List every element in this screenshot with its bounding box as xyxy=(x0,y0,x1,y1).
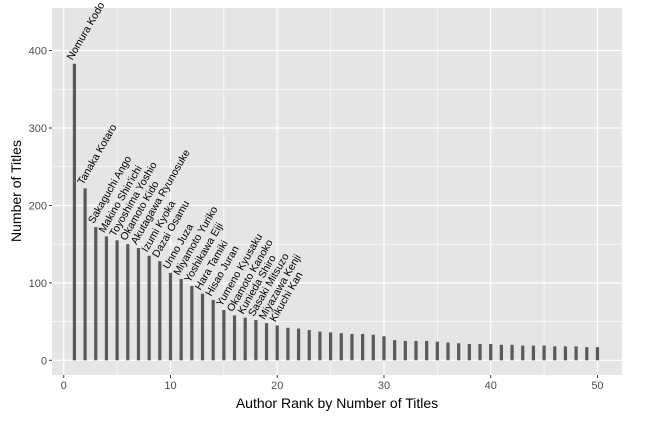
bar xyxy=(510,344,514,361)
bar xyxy=(275,325,279,361)
bar xyxy=(286,327,290,361)
bar xyxy=(190,285,194,361)
bar xyxy=(232,315,237,361)
bar xyxy=(168,272,173,361)
bar xyxy=(595,347,600,361)
bar xyxy=(179,278,183,361)
bar xyxy=(382,336,386,361)
y-tick-label: 0 xyxy=(41,355,47,367)
bar xyxy=(393,340,397,361)
bar xyxy=(446,342,450,361)
bar xyxy=(307,330,311,361)
bar xyxy=(211,299,215,361)
bar xyxy=(136,248,141,361)
bar xyxy=(553,346,557,361)
bar xyxy=(574,346,578,361)
x-tick-label: 30 xyxy=(378,380,390,392)
bar xyxy=(264,323,269,361)
x-tick-label: 20 xyxy=(271,380,283,392)
y-axis-title: Number of Titles xyxy=(8,140,24,242)
x-axis: 0 10 20 30 40 50 xyxy=(61,375,604,392)
y-axis: 0 100 200 300 400 xyxy=(29,46,52,367)
bar xyxy=(318,331,322,361)
x-tick-label: 50 xyxy=(591,380,603,392)
bar xyxy=(403,340,407,361)
y-tick-label: 400 xyxy=(29,46,47,58)
bar xyxy=(339,333,343,361)
bar xyxy=(147,255,151,361)
bar xyxy=(457,343,461,361)
bar xyxy=(585,347,589,361)
bars xyxy=(72,63,600,361)
y-tick-label: 100 xyxy=(29,278,47,290)
bar xyxy=(296,328,301,361)
bar xyxy=(467,344,471,361)
bar xyxy=(499,344,503,361)
bar xyxy=(531,345,536,361)
bar xyxy=(478,344,482,361)
x-tick-label: 40 xyxy=(485,380,497,392)
bar xyxy=(425,340,429,361)
bar xyxy=(361,333,365,361)
x-tick-label: 10 xyxy=(164,380,176,392)
bar xyxy=(254,320,258,361)
bar xyxy=(83,188,87,361)
bar xyxy=(435,341,439,361)
bar xyxy=(94,227,98,361)
plot-panel xyxy=(52,8,622,375)
bar xyxy=(521,345,525,361)
bar xyxy=(414,340,418,361)
bar xyxy=(563,346,568,361)
bar xyxy=(222,309,226,361)
bar xyxy=(371,334,375,361)
x-axis-title: Author Rank by Number of Titles xyxy=(236,395,438,411)
bar xyxy=(200,293,205,361)
bar xyxy=(243,317,247,361)
y-tick-label: 200 xyxy=(29,200,47,212)
bar xyxy=(126,244,130,361)
bar xyxy=(104,236,109,361)
bar xyxy=(489,344,493,361)
bar xyxy=(542,345,546,361)
bar xyxy=(328,332,333,361)
y-tick-label: 300 xyxy=(29,123,47,135)
x-tick-label: 0 xyxy=(61,380,67,392)
bar xyxy=(72,63,77,361)
grid-minor xyxy=(52,8,622,375)
bar xyxy=(115,240,119,361)
bar xyxy=(158,261,162,361)
bar xyxy=(350,333,354,361)
